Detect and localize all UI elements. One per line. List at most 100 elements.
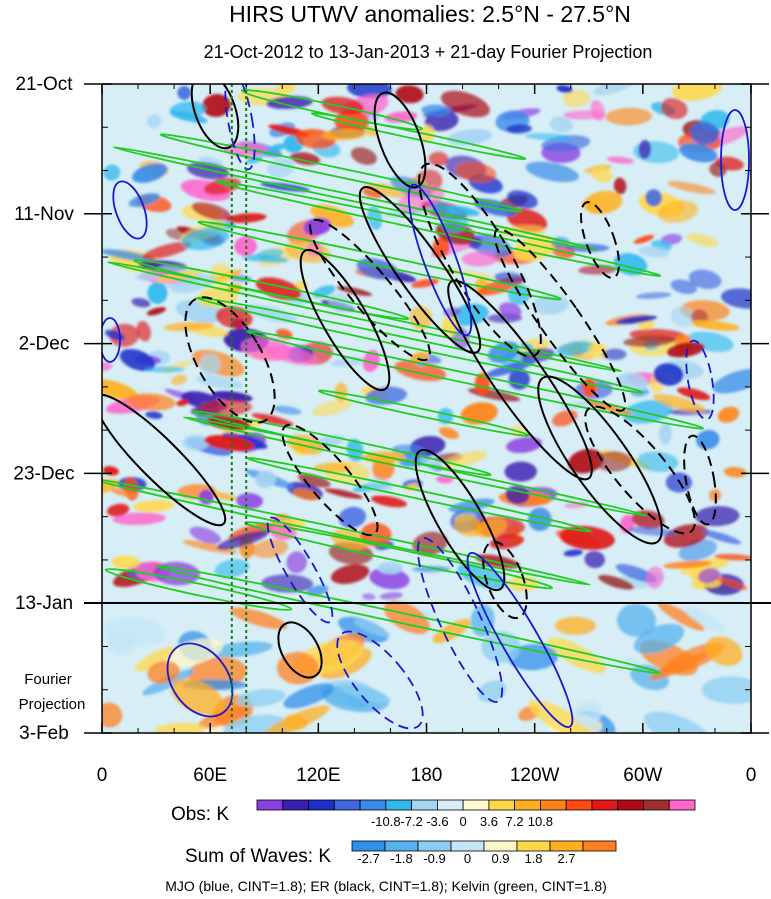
obs-anomaly-blob bbox=[147, 282, 168, 304]
obs-anomaly-blob bbox=[199, 399, 252, 417]
obs-anomaly-blob bbox=[266, 96, 313, 110]
obs-colorbar: -10.8 -7.2 -3.6 0 3.6 7.2 10.8 bbox=[256, 799, 696, 829]
mjo-contour bbox=[416, 537, 504, 703]
obs-anomaly-blob bbox=[322, 128, 366, 141]
obs-anomaly-blob bbox=[310, 204, 354, 228]
obs-anomaly-blob bbox=[306, 585, 329, 596]
projection-blob bbox=[548, 637, 606, 674]
colorbar-swatch bbox=[540, 799, 567, 811]
er-contour bbox=[683, 434, 717, 526]
obs-anomaly-blob bbox=[189, 526, 221, 544]
colorbar-swatch bbox=[450, 840, 485, 852]
obs-anomaly-blob bbox=[453, 514, 483, 537]
er-contour bbox=[190, 84, 240, 150]
obs-anomaly-blob bbox=[721, 288, 751, 309]
obs-anomaly-blob bbox=[559, 525, 615, 550]
projection-blob bbox=[207, 641, 273, 658]
y-tick-label: 11-Nov bbox=[14, 204, 74, 225]
projection-blob bbox=[353, 619, 391, 638]
obs-anomaly-blob bbox=[132, 500, 175, 513]
waves-colorbar-title: Sum of Waves: K bbox=[185, 846, 331, 867]
obs-anomaly-blob bbox=[111, 555, 141, 570]
obs-anomaly-blob bbox=[666, 341, 705, 358]
obs-anomaly-blob bbox=[660, 97, 688, 120]
kelvin-contour bbox=[196, 296, 644, 394]
obs-anomaly-blob bbox=[594, 451, 632, 472]
obs-anomaly-blob bbox=[136, 320, 151, 342]
obs-anomaly-blob bbox=[350, 147, 377, 165]
obs-anomaly-blob bbox=[615, 315, 658, 325]
projection-blob bbox=[147, 660, 180, 684]
colorbar-label: -0.9 bbox=[423, 851, 445, 866]
obs-anomaly-blob bbox=[276, 84, 296, 95]
obs-anomaly-blob bbox=[102, 249, 156, 262]
er-contour bbox=[373, 91, 427, 189]
obs-anomaly-blob bbox=[508, 368, 530, 390]
obs-anomaly-blob bbox=[153, 561, 200, 586]
colorbar-swatch bbox=[436, 799, 464, 811]
obs-anomaly-blob bbox=[652, 393, 707, 414]
obs-anomaly-blob bbox=[679, 143, 718, 163]
obs-anomaly-blob bbox=[261, 574, 314, 593]
obs-anomaly-blob bbox=[645, 189, 663, 207]
obs-anomaly-blob bbox=[298, 473, 331, 488]
obs-anomaly-blob bbox=[369, 567, 410, 590]
er-contour bbox=[414, 448, 506, 592]
obs-anomaly-blob bbox=[590, 100, 606, 122]
obs-anomaly-blob bbox=[638, 246, 670, 258]
colorbar-label: -2.7 bbox=[357, 851, 379, 866]
mjo-contour bbox=[336, 630, 424, 730]
obs-anomaly-blob bbox=[428, 151, 449, 167]
mjo-contour bbox=[166, 642, 234, 718]
obs-anomaly-blob bbox=[241, 254, 289, 263]
obs-anomaly-blob bbox=[182, 434, 211, 451]
obs-anomaly-blob bbox=[663, 524, 709, 548]
er-contour bbox=[184, 296, 276, 424]
projection-blob bbox=[103, 616, 166, 647]
obs-anomaly-blob bbox=[563, 549, 583, 557]
obs-anomaly-blob bbox=[321, 96, 364, 115]
colorbar-label: 3.6 bbox=[480, 814, 498, 829]
obs-anomaly-blob bbox=[362, 593, 376, 601]
obs-anomaly-blob bbox=[395, 85, 424, 104]
obs-anomaly-blob bbox=[103, 164, 121, 181]
colorbar-label: -1.8 bbox=[390, 851, 412, 866]
obs-anomaly-blob bbox=[128, 193, 161, 207]
obs-anomaly-blob bbox=[171, 374, 188, 386]
obs-anomaly-blob bbox=[110, 487, 137, 498]
colorbar-swatch bbox=[514, 799, 541, 811]
mjo-contour bbox=[224, 84, 256, 171]
obs-anomaly-blob bbox=[202, 94, 231, 117]
projection-blob bbox=[222, 714, 290, 733]
obs-anomaly-blob bbox=[525, 161, 579, 183]
y-tick-label: 23-Dec bbox=[13, 463, 74, 484]
projection-label-line2: Projection bbox=[19, 696, 86, 713]
obs-anomaly-blob bbox=[687, 233, 719, 248]
obs-anomaly-blob bbox=[251, 539, 289, 558]
er-contour bbox=[309, 218, 431, 362]
obs-anomaly-blob bbox=[102, 379, 139, 401]
obs-anomaly-blob bbox=[146, 114, 162, 129]
x-tick-label: 120W bbox=[510, 765, 560, 786]
colorbar-label: 0 bbox=[464, 851, 471, 866]
axes: 0 60E 120E 180 120W 60W 0 21-Oct 11-Nov 2-Dec 23-D… bbox=[13, 74, 769, 786]
obs-anomaly-blob bbox=[525, 133, 575, 141]
projection-blob bbox=[197, 706, 250, 729]
colorbar-swatch bbox=[333, 799, 361, 811]
obs-anomaly-blob bbox=[448, 498, 495, 513]
er-contour bbox=[281, 423, 379, 537]
y-tick-label: 21-Oct bbox=[15, 74, 73, 95]
kelvin-contour bbox=[159, 133, 524, 213]
obs-anomaly-blob bbox=[273, 405, 302, 415]
er-contour bbox=[447, 279, 593, 481]
obs-anomaly-blob bbox=[562, 89, 590, 108]
er-contour bbox=[584, 405, 696, 535]
obs-anomaly-blob bbox=[584, 190, 623, 215]
colorbar-swatch bbox=[488, 799, 516, 811]
obs-anomaly-blob bbox=[102, 478, 119, 495]
obs-anomaly-blob bbox=[663, 560, 712, 569]
obs-anomaly-blob bbox=[255, 470, 277, 489]
projection-blob bbox=[643, 711, 712, 733]
obs-anomaly-blob bbox=[628, 526, 677, 537]
